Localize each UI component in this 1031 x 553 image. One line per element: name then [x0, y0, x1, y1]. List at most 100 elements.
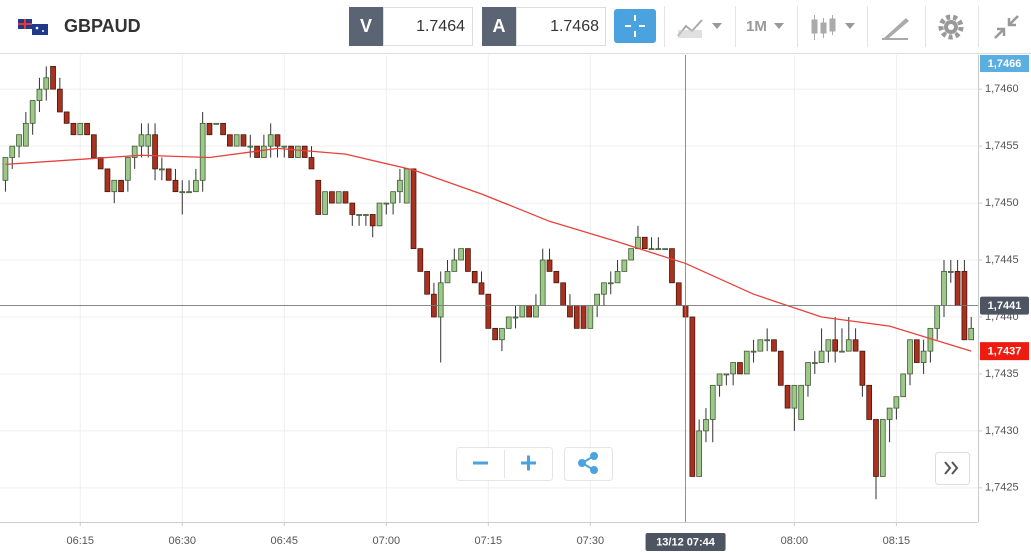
candle-body: [907, 339, 913, 375]
ask-tag: [980, 55, 1029, 72]
candle-body: [369, 214, 376, 227]
candle-body: [342, 191, 349, 204]
candle-body: [560, 282, 566, 306]
candle-body: [614, 271, 621, 284]
candle-body: [145, 134, 152, 147]
scroll-end-button[interactable]: [935, 452, 970, 485]
candle-body: [553, 271, 560, 284]
crosshair-y-label: 1,7441: [988, 300, 1022, 312]
candle-body: [199, 122, 206, 181]
crosshair-button[interactable]: [614, 9, 656, 43]
x-tick-label: 07:00: [373, 535, 401, 547]
candle-body: [703, 419, 709, 432]
candle-body: [465, 248, 471, 272]
crosshair-icon: [625, 15, 645, 37]
candle-body: [764, 339, 771, 342]
candle-body: [383, 202, 390, 205]
separators: [664, 6, 979, 47]
candle-body: [267, 134, 274, 147]
candle-body: [859, 350, 866, 386]
candle-body: [968, 327, 975, 341]
candle-body: [437, 282, 444, 318]
candle-body: [825, 339, 832, 352]
x-tick-label: 07:30: [577, 535, 605, 547]
candle-body: [934, 305, 941, 329]
x-tick-label: 06:15: [66, 535, 94, 547]
candle-body: [356, 214, 362, 216]
candle-body: [138, 134, 145, 147]
bid-label-box: [349, 7, 383, 46]
symbol: GBPAUD: [64, 16, 141, 36]
collapse-button[interactable]: [994, 15, 1019, 39]
crosshair-y-tag: [980, 296, 1029, 315]
share-icon: [578, 452, 598, 474]
zoom-controls: [456, 447, 970, 485]
candle-body: [29, 100, 36, 124]
candle-body: [791, 384, 798, 409]
draw-tool-button[interactable]: [882, 18, 909, 40]
candle-body: [852, 339, 859, 352]
crosshair-x-label: 13/12 07:44: [656, 536, 716, 548]
candle-body: [873, 419, 879, 477]
zoom-in-button[interactable]: [521, 455, 536, 471]
ask-label[interactable]: A: [493, 16, 506, 36]
candle-body: [499, 327, 505, 341]
chart-type-button[interactable]: [677, 19, 722, 38]
settings-button[interactable]: [938, 14, 964, 40]
candle-body: [573, 305, 580, 329]
candle-body: [893, 396, 900, 409]
candle-body: [91, 134, 97, 158]
candle-body: [84, 122, 90, 136]
candle-body: [22, 122, 29, 147]
candle-body: [220, 122, 226, 136]
x-tick-label: 08:15: [883, 535, 911, 547]
last-price-label: 1,7437: [988, 346, 1022, 358]
candle-body: [363, 214, 369, 216]
candle-body: [152, 134, 158, 170]
candle-body: [798, 384, 805, 420]
candle-body: [403, 168, 410, 204]
candle-body: [70, 122, 77, 136]
candle-body: [920, 350, 927, 363]
candle-body: [261, 145, 267, 158]
candle-body: [485, 293, 492, 329]
candle-body: [274, 134, 281, 147]
candle-body: [471, 271, 478, 284]
bid-box[interactable]: [383, 7, 473, 46]
candle-body: [9, 145, 16, 158]
candle-body: [417, 248, 424, 272]
share-button[interactable]: [564, 447, 613, 481]
candle-body: [308, 157, 315, 170]
candle-body: [648, 248, 655, 251]
x-tick-label: 06:45: [271, 535, 299, 547]
x-tick-label: 07:15: [475, 535, 503, 547]
candle-body: [784, 384, 791, 409]
candle-type-button[interactable]: [811, 15, 855, 40]
flag: [18, 19, 48, 35]
ask-label-box: [482, 7, 516, 46]
candle-body: [57, 88, 63, 113]
candle-body: [131, 145, 138, 158]
candle-body: [750, 350, 757, 353]
candle-body: [186, 191, 192, 194]
candle-body: [315, 179, 322, 215]
candle-body: [669, 248, 675, 284]
candle-body: [716, 373, 723, 386]
bid-label[interactable]: V: [360, 16, 372, 36]
candle-body: [818, 350, 825, 363]
candle-body: [43, 77, 50, 90]
candle-body: [539, 259, 546, 306]
candle-body: [118, 179, 124, 193]
candle-body: [288, 145, 294, 158]
ask-box[interactable]: [516, 7, 606, 46]
timeframe[interactable]: 1M: [746, 18, 767, 35]
candle-body: [587, 305, 594, 329]
candle-body: [512, 316, 519, 319]
candle-body: [737, 362, 743, 375]
scroll-end-icon: [944, 461, 959, 475]
candle-body: [104, 168, 111, 193]
candle-body: [533, 305, 539, 318]
candle-body: [947, 271, 954, 273]
candle-body: [594, 293, 600, 306]
candle-body: [832, 339, 839, 352]
